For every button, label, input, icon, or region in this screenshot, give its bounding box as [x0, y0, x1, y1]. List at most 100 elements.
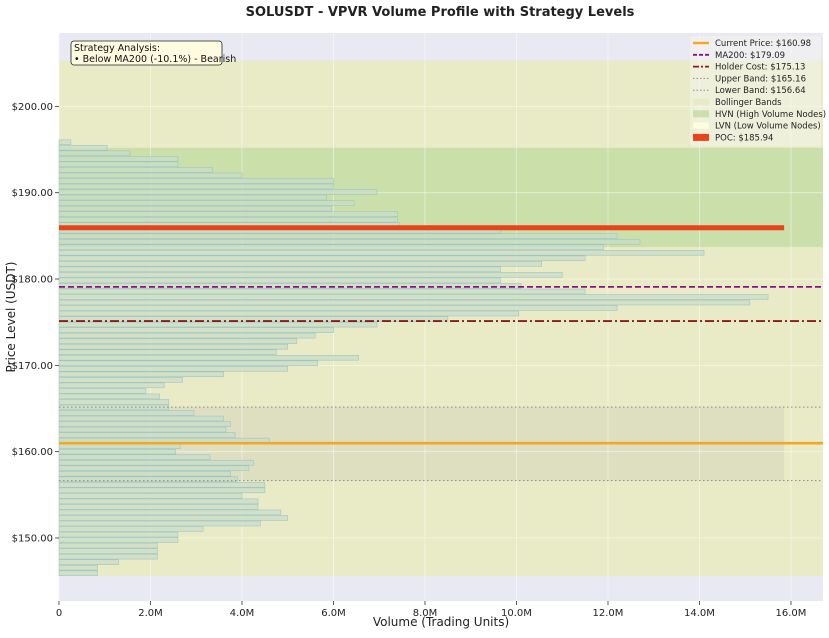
- volume-bar: [58, 277, 501, 284]
- legend-label: Holder Cost: $175.13: [715, 63, 805, 73]
- volume-bar: [58, 194, 327, 201]
- volume-bar: [58, 238, 641, 245]
- x-axis-label: Volume (Trading Units): [373, 615, 509, 629]
- volume-bar: [58, 371, 224, 378]
- legend-label: MA200: $179.09: [715, 51, 785, 61]
- legend-label: HVN (High Volume Nodes): [715, 110, 826, 120]
- volume-bar: [58, 487, 266, 494]
- x-tick-label: 14.0M: [684, 608, 715, 619]
- volume-bar: [58, 553, 158, 560]
- x-tick-label: 10.0M: [501, 608, 532, 619]
- volume-bar: [58, 244, 604, 251]
- volume-bar: [58, 421, 231, 427]
- volume-bar: [58, 255, 586, 262]
- annotation-title: Strategy Analysis:: [74, 43, 160, 54]
- volume-bar: [58, 189, 378, 195]
- volume-bar: [58, 216, 398, 223]
- volume-bar: [58, 482, 266, 488]
- volume-bar: [58, 520, 261, 527]
- volume-bar: [58, 250, 705, 256]
- level-lines-layer: [59, 225, 823, 482]
- volume-bar: [58, 459, 254, 466]
- volume-bar: [58, 205, 332, 212]
- legend-label: Current Price: $160.98: [715, 39, 811, 49]
- legend-swatch: [693, 98, 709, 106]
- volume-bar: [58, 537, 179, 543]
- y-tick-label: $160.00: [12, 447, 53, 458]
- volume-bar: [58, 366, 289, 372]
- volume-bar: [58, 233, 618, 239]
- volume-bars-layer: [58, 139, 769, 576]
- y-axis-label: Price Level (USDT): [4, 262, 18, 373]
- volume-bar: [58, 548, 158, 554]
- x-tick-label: 0: [56, 608, 62, 619]
- volume-bar: [58, 470, 231, 477]
- legend: Current Price: $160.98 MA200: $179.09 Hold…: [690, 36, 826, 147]
- x-axis: 0 2.0M 4.0M 6.0M 8.0M 10.0M 12.0M 14.0M 16.0M: [56, 601, 806, 619]
- y-tick-label: $190.00: [12, 188, 53, 199]
- volume-bar: [58, 139, 72, 146]
- volume-bar: [58, 415, 224, 422]
- y-axis: $150.00 $160.00 $170.00 $180.00 $190.00 $200.…: [12, 102, 59, 544]
- volume-bar: [58, 509, 282, 516]
- volume-bar: [58, 299, 751, 306]
- volume-bar: [58, 564, 98, 571]
- volume-bar: [58, 261, 542, 267]
- volume-bar: [58, 305, 618, 311]
- volume-bar: [58, 343, 289, 350]
- legend-label: LVN (Low Volume Nodes): [715, 122, 821, 132]
- strategy-annotation: Strategy Analysis: • Below MA200 (-10.1%…: [70, 40, 236, 66]
- volume-bar: [58, 476, 238, 483]
- volume-bar: [58, 382, 165, 389]
- volume-bar: [58, 526, 204, 532]
- volume-bar: [58, 465, 250, 471]
- annotation-frame: [70, 40, 223, 66]
- volume-bar: [58, 432, 236, 438]
- y-tick-label: $180.00: [12, 275, 53, 286]
- legend-swatch: [693, 133, 709, 141]
- legend-label: POC: $185.94: [715, 133, 773, 143]
- volume-bar: [58, 377, 183, 383]
- volume-bar: [58, 448, 176, 455]
- volume-bar: [58, 426, 227, 433]
- volume-bar: [58, 570, 98, 576]
- volume-bar: [58, 172, 243, 179]
- y-tick-label: $200.00: [12, 102, 53, 113]
- chart-title: SOLUSDT - VPVR Volume Profile with Strat…: [246, 5, 635, 20]
- legend-label: Lower Band: $156.64: [715, 86, 806, 96]
- volume-bar: [58, 321, 378, 328]
- volume-bar: [58, 288, 586, 295]
- annotation-detail: • Below MA200 (-10.1%) - Bearish: [74, 54, 236, 65]
- volume-bar: [58, 145, 108, 151]
- volume-bar: [58, 410, 195, 416]
- legend-label: Bollinger Bands: [715, 98, 782, 108]
- volume-bar: [58, 493, 243, 499]
- volume-bar: [58, 354, 359, 361]
- poc-bar: [59, 225, 785, 231]
- x-tick-label: 8.0M: [413, 608, 438, 619]
- x-tick-label: 12.0M: [593, 608, 624, 619]
- volume-bar: [58, 183, 334, 190]
- volume-bar: [58, 150, 131, 157]
- legend-swatch: [693, 110, 709, 118]
- volume-bar: [58, 200, 355, 206]
- volume-bar: [58, 515, 289, 521]
- volume-bar: [58, 388, 147, 394]
- volume-bar: [58, 454, 211, 460]
- volume-bar: [58, 266, 501, 273]
- y-tick-label: $170.00: [12, 361, 53, 372]
- volume-bar: [58, 161, 179, 168]
- volume-bar: [58, 399, 170, 405]
- volume-bar: [58, 310, 520, 317]
- x-tick-label: 4.0M: [230, 608, 255, 619]
- volume-bar: [58, 294, 769, 300]
- volume-bar: [58, 559, 119, 565]
- volume-bar: [58, 349, 277, 355]
- volume-bar: [58, 178, 334, 184]
- legend-swatch: [692, 121, 710, 130]
- volume-bar: [58, 498, 259, 505]
- volume-bar: [58, 272, 563, 278]
- volume-bar: [58, 531, 179, 538]
- volume-bar: [58, 156, 179, 162]
